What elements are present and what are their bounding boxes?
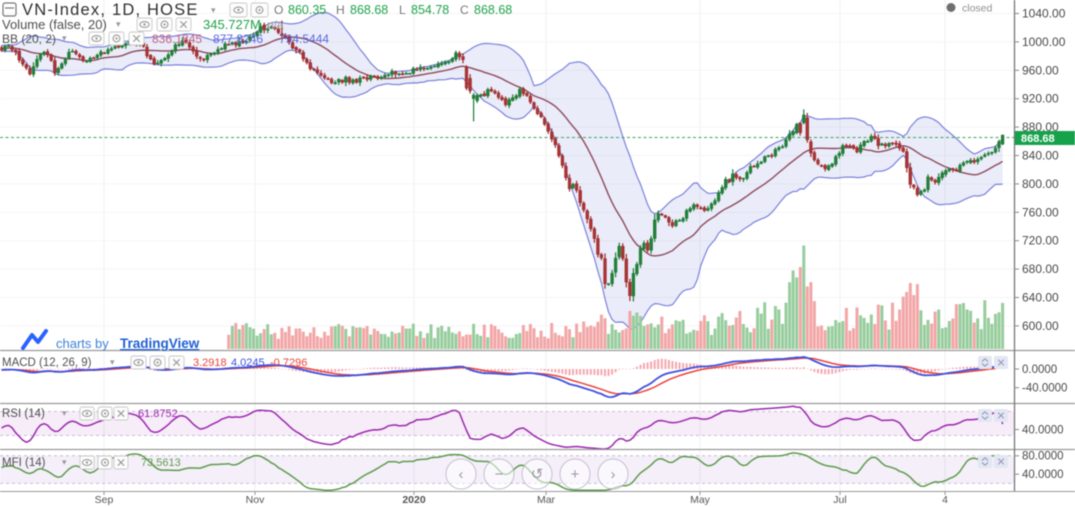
- svg-text:Volume (false, 20): Volume (false, 20): [2, 17, 107, 32]
- svg-text:RSI (14): RSI (14): [2, 408, 45, 420]
- svg-text:-0.7296: -0.7296: [270, 357, 307, 369]
- svg-text:▾: ▾: [62, 457, 67, 467]
- svg-text:860.35: 860.35: [288, 3, 326, 17]
- svg-text:345.727M: 345.727M: [203, 17, 261, 32]
- svg-text:‹: ‹: [459, 466, 464, 483]
- svg-text:BB (20, 2): BB (20, 2): [2, 32, 56, 46]
- svg-text:800.00: 800.00: [1022, 177, 1059, 191]
- svg-text:VN-Index, 1D, HOSE: VN-Index, 1D, HOSE: [22, 1, 199, 19]
- svg-text:MACD (12, 26, 9): MACD (12, 26, 9): [2, 357, 92, 369]
- svg-text:836.1845: 836.1845: [152, 32, 202, 46]
- svg-text:+: +: [571, 466, 580, 483]
- svg-text:600.00: 600.00: [1022, 319, 1059, 333]
- svg-text:L: L: [399, 3, 406, 17]
- svg-text:charts by: charts by: [56, 336, 109, 351]
- svg-text:▾: ▾: [211, 5, 216, 15]
- svg-text:C: C: [460, 3, 469, 17]
- svg-text:854.78: 854.78: [411, 3, 449, 17]
- svg-text:760.00: 760.00: [1022, 205, 1059, 219]
- svg-text:1000.00: 1000.00: [1022, 35, 1066, 49]
- svg-text:920.00: 920.00: [1022, 92, 1059, 106]
- svg-text:640.00: 640.00: [1022, 291, 1059, 305]
- svg-text:May: May: [690, 494, 711, 506]
- svg-text:0.0000: 0.0000: [1022, 364, 1057, 376]
- svg-text:4.0245: 4.0245: [231, 357, 265, 369]
- svg-text:-40.0000: -40.0000: [1022, 383, 1067, 395]
- svg-text:▾: ▾: [116, 19, 121, 29]
- svg-text:680.00: 680.00: [1022, 262, 1059, 276]
- svg-text:2020: 2020: [402, 494, 426, 506]
- svg-text:▾: ▾: [110, 357, 115, 367]
- svg-text:▾: ▾: [62, 33, 67, 43]
- svg-text:MFI (14): MFI (14): [2, 457, 46, 469]
- svg-text:−: −: [495, 466, 504, 483]
- svg-text:▾: ▾: [62, 408, 67, 418]
- svg-text:›: ›: [611, 466, 616, 483]
- svg-text:Nov: Nov: [246, 494, 265, 506]
- svg-text:40.0000: 40.0000: [1022, 424, 1064, 436]
- svg-text:794.5444: 794.5444: [279, 32, 329, 46]
- svg-text:40.0000: 40.0000: [1022, 469, 1064, 481]
- svg-text:O: O: [274, 3, 283, 17]
- svg-text:1040.00: 1040.00: [1022, 7, 1066, 21]
- svg-text:840.00: 840.00: [1022, 149, 1059, 163]
- svg-text:868.68: 868.68: [1021, 133, 1055, 145]
- svg-text:Sep: Sep: [95, 494, 114, 506]
- svg-text:H: H: [336, 3, 345, 17]
- svg-text:TradingView: TradingView: [120, 336, 200, 351]
- svg-text:720.00: 720.00: [1022, 234, 1059, 248]
- svg-text:4: 4: [942, 494, 948, 506]
- svg-text:61.8752: 61.8752: [138, 408, 178, 420]
- svg-text:73.5613: 73.5613: [141, 457, 181, 469]
- svg-text:Mar: Mar: [537, 494, 556, 506]
- svg-text:closed: closed: [962, 3, 993, 15]
- svg-text:3.2918: 3.2918: [193, 357, 227, 369]
- svg-text:80.0000: 80.0000: [1022, 451, 1064, 463]
- svg-text:868.68: 868.68: [350, 3, 388, 17]
- svg-text:868.68: 868.68: [474, 3, 512, 17]
- svg-text:877.8246: 877.8246: [213, 32, 263, 46]
- svg-text:↺: ↺: [531, 466, 544, 483]
- svg-text:Jul: Jul: [833, 494, 846, 506]
- svg-text:n/a: n/a: [267, 18, 284, 32]
- svg-text:880.00: 880.00: [1022, 120, 1059, 134]
- svg-text:960.00: 960.00: [1022, 63, 1059, 77]
